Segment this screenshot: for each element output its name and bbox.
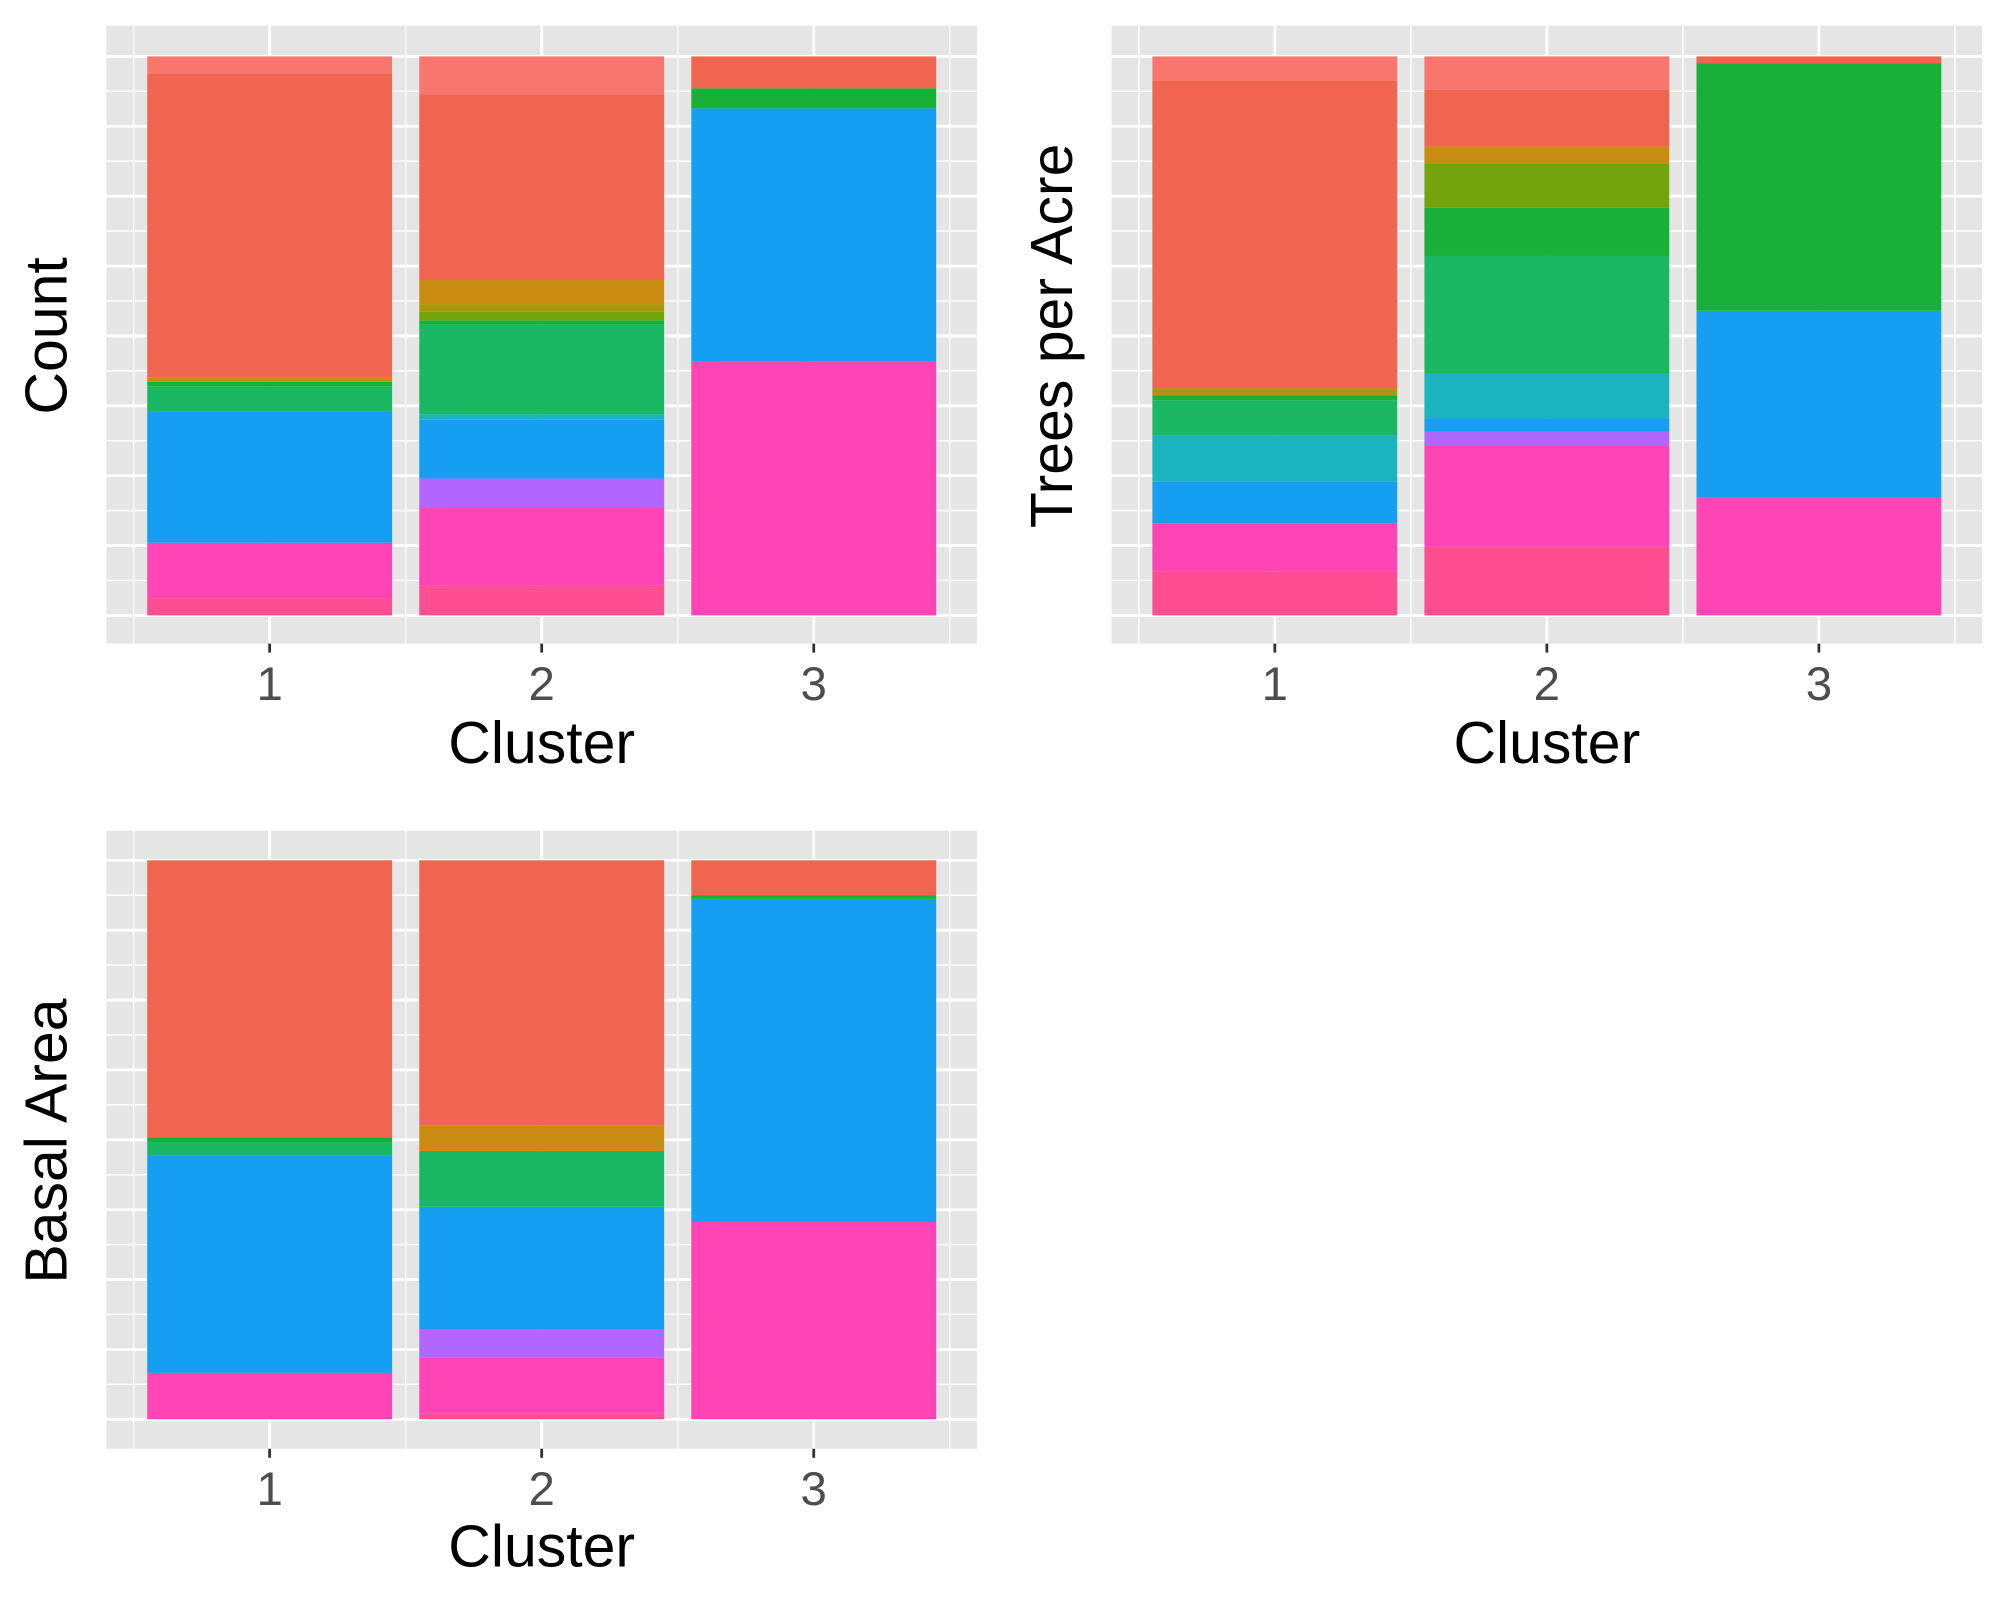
bar-segment	[419, 585, 665, 616]
bar-segment	[1424, 163, 1670, 208]
x-tick-label: 3	[1806, 658, 1832, 711]
bar-segment	[691, 1221, 937, 1420]
bar-segment	[419, 94, 665, 281]
bars	[147, 56, 937, 616]
y-axis-title: Trees per Acre	[1020, 144, 1085, 529]
bar-segment	[419, 1125, 665, 1151]
bar-segment	[1152, 435, 1398, 482]
bar-segment	[419, 414, 665, 420]
bar-segment	[1424, 146, 1670, 164]
bar-segment	[147, 1155, 393, 1373]
bar-segment	[147, 381, 393, 387]
x-axis: 1 2 3	[256, 1448, 827, 1516]
bars	[1152, 56, 1942, 616]
bar-segment	[691, 361, 937, 616]
bar-segment	[419, 1413, 665, 1420]
bar-segment	[1152, 523, 1398, 572]
bar-segment	[419, 311, 665, 321]
x-axis: 1 2 3	[256, 643, 827, 711]
panel-3: 1 2 3 Cluster Basal Area	[15, 830, 977, 1580]
bar-segment	[147, 386, 393, 412]
x-tick-label: 1	[256, 658, 282, 711]
x-tick-label: 2	[528, 1463, 554, 1516]
bar-segment	[419, 1150, 665, 1207]
bar-segment	[147, 1142, 393, 1156]
bar-segment	[1424, 418, 1670, 432]
bar-segment	[1696, 63, 1942, 311]
x-tick-label: 2	[528, 658, 554, 711]
bar-segment	[147, 411, 393, 543]
bar-segment	[1152, 56, 1398, 82]
x-tick-label: 3	[801, 1463, 827, 1516]
bar-segment	[1152, 400, 1398, 436]
bar-segment	[1152, 395, 1398, 401]
bar-segment	[1696, 497, 1942, 616]
bar-segment	[147, 73, 393, 378]
bar-segment	[419, 1329, 665, 1358]
x-axis: 1 2 3	[1262, 643, 1832, 711]
x-tick-label: 1	[1262, 658, 1288, 711]
bar-segment	[419, 507, 665, 586]
bar-segment	[147, 377, 393, 382]
panel-1: 1 2 3 Cluster Count	[15, 25, 977, 776]
x-axis-title: Cluster	[1453, 711, 1640, 776]
bar-segment	[1424, 89, 1670, 147]
bar-segment	[1424, 445, 1670, 547]
bar-segment	[419, 320, 665, 325]
bar-segment	[691, 56, 937, 89]
x-tick-label: 2	[1534, 658, 1560, 711]
bar-segment	[147, 860, 393, 1138]
bar-segment	[691, 860, 937, 896]
bar-segment	[419, 860, 665, 1126]
bar-segment	[419, 419, 665, 479]
x-tick-label: 1	[256, 1463, 282, 1516]
bar-segment	[1424, 546, 1670, 616]
bar-segment	[1152, 571, 1398, 616]
bar-segment	[147, 1137, 393, 1143]
bar-segment	[419, 304, 665, 312]
bar-segment	[691, 88, 937, 109]
bar-segment	[1696, 56, 1942, 64]
bar-segment	[1152, 81, 1398, 389]
bar-segment	[691, 898, 937, 1222]
bar-segment	[1152, 388, 1398, 396]
panel-2: 1 2 3 Cluster Trees per Acre	[1020, 25, 1983, 776]
y-axis-title: Basal Area	[15, 998, 80, 1283]
bar-segment	[419, 280, 665, 305]
x-axis-title: Cluster	[448, 1515, 635, 1580]
bar-segment	[1696, 310, 1942, 498]
bar-segment	[419, 1206, 665, 1330]
x-axis-title: Cluster	[448, 711, 635, 776]
bars	[147, 860, 937, 1420]
bar-segment	[1424, 56, 1670, 90]
bar-segment	[147, 598, 393, 616]
bar-segment	[691, 108, 937, 362]
bar-segment	[1424, 255, 1670, 374]
bar-segment	[419, 324, 665, 415]
bar-segment	[419, 478, 665, 508]
bar-segment	[1152, 481, 1398, 524]
bar-segment	[147, 56, 393, 74]
y-axis-title: Count	[15, 257, 80, 414]
bar-segment	[1424, 207, 1670, 256]
bar-segment	[419, 56, 665, 95]
bar-segment	[419, 1357, 665, 1414]
bar-segment	[1424, 373, 1670, 419]
x-tick-label: 3	[801, 658, 827, 711]
bar-segment	[147, 542, 393, 599]
bar-segment	[1424, 431, 1670, 446]
bar-segment	[147, 1372, 393, 1420]
bar-segment	[691, 895, 937, 899]
